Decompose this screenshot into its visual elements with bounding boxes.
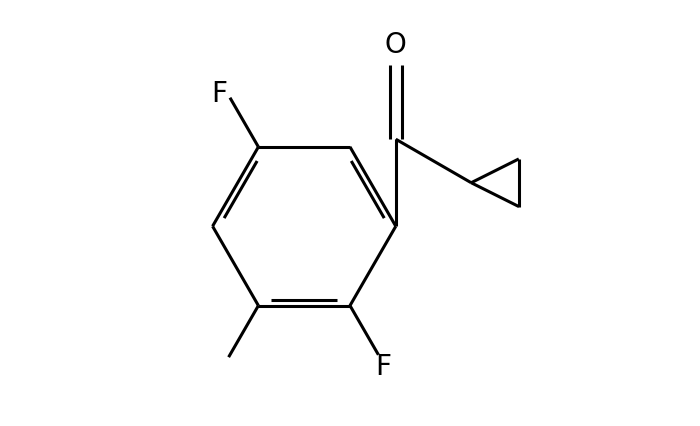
Text: O: O — [385, 31, 407, 59]
Text: F: F — [211, 80, 227, 108]
Text: F: F — [375, 352, 391, 380]
